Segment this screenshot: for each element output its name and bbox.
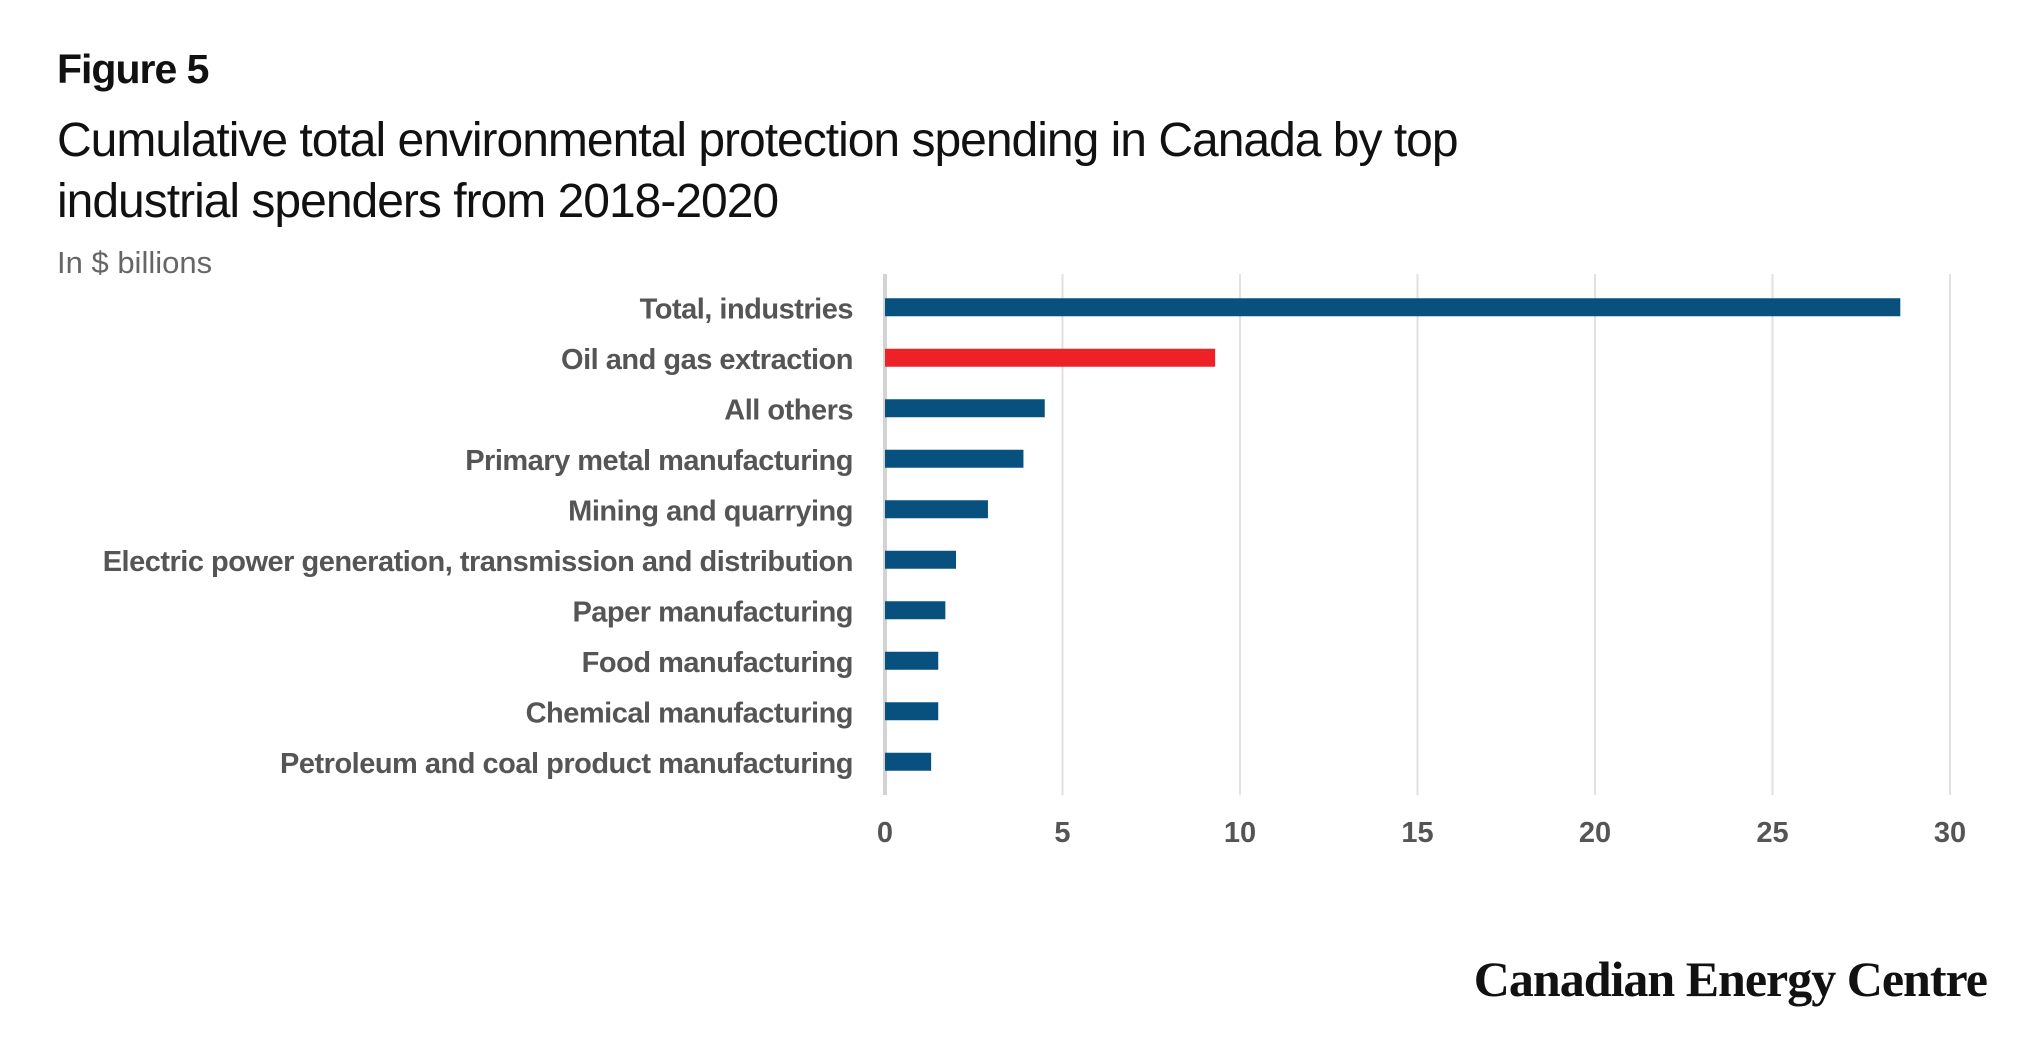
bar bbox=[885, 399, 1045, 418]
category-label: All others bbox=[724, 394, 853, 426]
brand-logo: Canadian Energy Centre bbox=[1473, 951, 1988, 1007]
category-label: Mining and quarrying bbox=[568, 495, 853, 527]
bar bbox=[885, 500, 988, 519]
bar bbox=[885, 601, 946, 620]
bar bbox=[885, 298, 1901, 317]
category-label: Primary metal manufacturing bbox=[465, 445, 853, 477]
category-label: Petroleum and coal product manufacturing bbox=[280, 748, 853, 780]
x-tick-label: 10 bbox=[1224, 817, 1256, 849]
chart-title: Cumulative total environmental protectio… bbox=[57, 114, 1459, 228]
bar bbox=[885, 449, 1024, 468]
category-label: Paper manufacturing bbox=[572, 596, 853, 628]
category-label: Food manufacturing bbox=[582, 647, 853, 679]
figure-label: Figure 5 bbox=[57, 46, 209, 92]
bar bbox=[885, 348, 1216, 367]
bar bbox=[885, 550, 956, 569]
bar-chart: 0 5 10 15 20 25 30 Total, industries Oil and gas… bbox=[103, 274, 1966, 849]
bar bbox=[885, 752, 932, 771]
x-tick-label: 0 bbox=[877, 817, 893, 849]
x-tick-label: 5 bbox=[1054, 817, 1070, 849]
bar bbox=[885, 702, 939, 721]
category-label: Chemical manufacturing bbox=[526, 697, 853, 729]
x-tick-label: 15 bbox=[1401, 817, 1433, 849]
x-tick-label: 25 bbox=[1756, 817, 1788, 849]
chart-subtitle: In $ billions bbox=[57, 245, 213, 280]
x-tick-label: 20 bbox=[1579, 817, 1611, 849]
bar bbox=[885, 651, 939, 670]
category-label: Total, industries bbox=[640, 293, 853, 325]
category-label: Oil and gas extraction bbox=[561, 344, 853, 376]
x-tick-label: 30 bbox=[1934, 817, 1966, 849]
category-label: Electric power generation, transmission … bbox=[103, 546, 853, 578]
